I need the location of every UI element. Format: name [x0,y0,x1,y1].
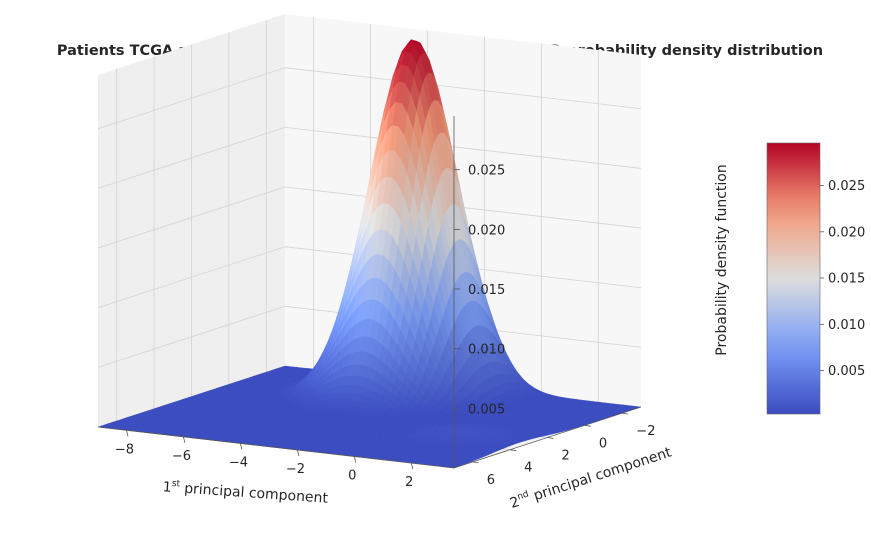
y-tick-label: 2 [562,449,570,464]
x-tick-label: −4 [229,455,248,470]
colorbar-tick-label: 0.025 [828,179,865,194]
y-tick-label: −2 [636,424,655,439]
colorbar-tick-label: 0.020 [828,225,865,240]
x-tick-mark [126,430,129,437]
x-tick-mark [353,456,357,463]
colorbar-tick-label: 0.010 [828,318,865,333]
colorbar [766,142,821,415]
y-tick-label: 0 [599,436,607,451]
y-tick-mark [472,461,479,464]
x-tick-mark [183,436,186,443]
x-tick-mark [410,463,414,470]
x-tick-label: −2 [286,462,305,477]
y-tick-mark [547,437,554,439]
y-tick-mark [622,412,629,415]
x-tick-mark [240,443,243,450]
axis-lines [97,116,642,470]
density-surface [97,39,642,469]
colorbar-ticks: 0.005 0.010 0.015 0.020 0.025 [820,179,865,379]
x-tick-label: −8 [115,442,134,457]
colorbar-tick-label: 0.005 [828,364,865,379]
y-tick-mark [510,449,517,452]
x-tick-label: 0 [348,469,356,484]
grid-line [97,305,286,368]
x-axis-label: 1st principal component [162,478,329,507]
grid-line [97,127,286,189]
grid-line [284,127,642,169]
x-axis-line [97,426,455,469]
grid-line [97,67,286,130]
z-tick-label: 0.025 [468,164,505,179]
y-tick-label: 6 [487,473,495,488]
grid-line [284,67,642,110]
y-tick-mark [584,424,591,427]
y-tick-label: 4 [524,461,532,476]
x-tick-label: −6 [172,449,191,464]
z-tick-label: 0.010 [468,343,505,358]
colorbar-tick-label: 0.015 [828,272,865,287]
tick-labels: 2 0 −2 −4 −6 −8 6 4 2 0 −2 0.005 0.010 0.015 0.020 0.02… [115,164,656,490]
grid-line [97,246,286,309]
x-tick-label: 2 [405,475,413,490]
z-tick-label: 0.015 [468,283,505,298]
z-axis-label: Probability density function [714,164,730,355]
y-axis-label: 2nd principal component [508,443,674,511]
z-tick-label: 0.020 [468,223,505,238]
x-tick-mark [297,449,300,457]
z-tick-label: 0.005 [468,402,505,417]
grid-line [97,186,286,249]
